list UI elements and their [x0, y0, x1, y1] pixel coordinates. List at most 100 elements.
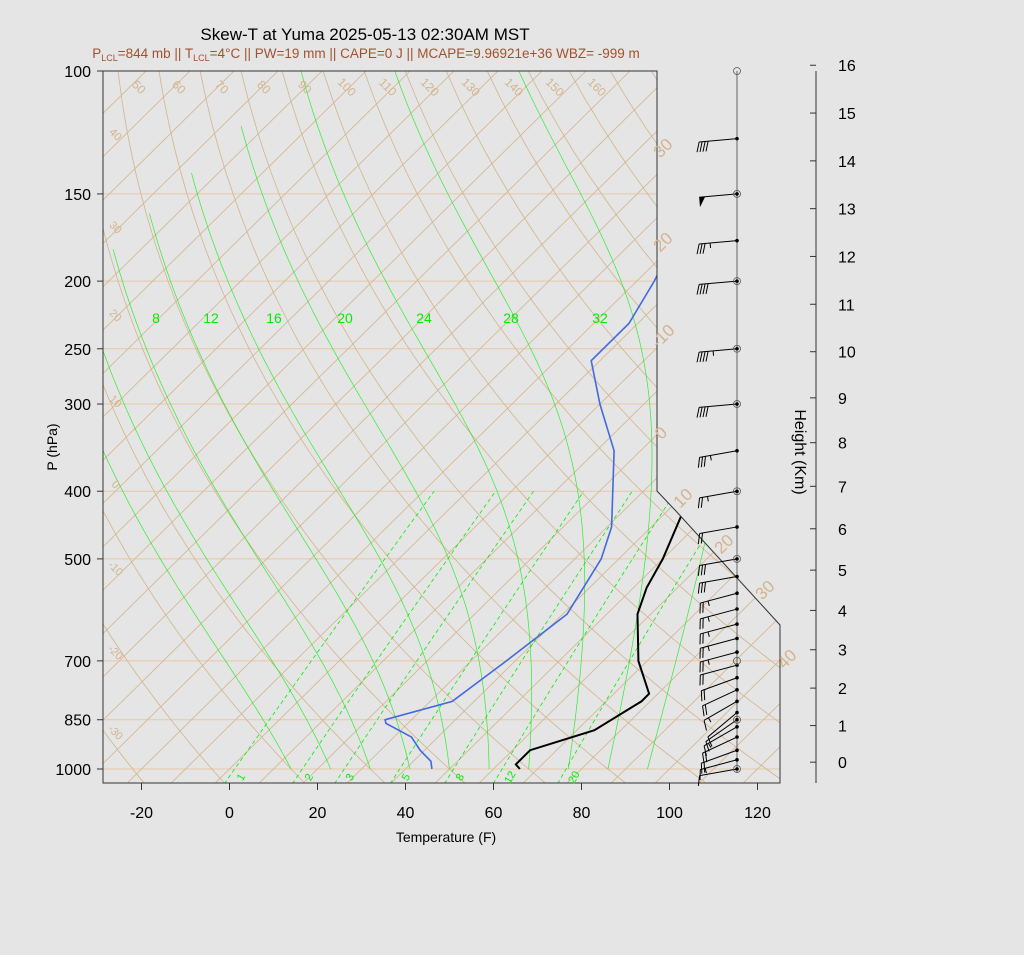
height-tick-label: 5 [838, 563, 847, 580]
wind-barb-feather [697, 407, 699, 417]
height-axis-label: Height (Km) [791, 409, 808, 494]
chart-subtitle: PLCL=844 mb || TLCL=4°C || PW=19 mm || C… [92, 46, 640, 63]
mixing-ratio-label: 32 [592, 310, 608, 326]
wind-barb-staff [700, 527, 737, 534]
wind-barb-feather [698, 498, 699, 508]
height-tick-label: 11 [838, 297, 855, 314]
wind-barb-feather [706, 284, 708, 294]
dry-adiabat [774, 71, 1024, 784]
wind-barb-feather [703, 407, 705, 417]
subtitle-rest: =4°C || PW=19 mm || CAPE=0 J || MCAPE=9.… [210, 46, 640, 61]
dry-adiabat [856, 71, 1024, 784]
wind-barb-feather [703, 284, 705, 294]
subtitle-p-value: =844 mb || T [118, 46, 193, 61]
mixing-ratio-label: 20 [337, 310, 353, 326]
wind-barb-feather [706, 141, 708, 151]
wind-barb-feather [703, 352, 705, 362]
wind-barb-feather [701, 763, 702, 773]
wind-barb-feather [700, 352, 702, 362]
plot-area [103, 71, 780, 783]
chart-title: Skew-T at Yuma 2025-05-13 02:30AM MST [200, 25, 529, 44]
y-tick-label: 100 [64, 64, 91, 81]
mixing-ratio-label: 24 [416, 310, 432, 326]
wind-barb-half-feather [707, 496, 708, 501]
x-tick-label: 40 [397, 805, 415, 822]
y-tick-label: 400 [64, 484, 91, 501]
y-tick-label: 500 [64, 552, 91, 569]
wind-barb-staff [700, 491, 737, 498]
height-tick-label: 0 [838, 755, 847, 772]
height-tick-label: 12 [838, 249, 856, 266]
mixing-ratio-label: 8 [152, 310, 160, 326]
wind-barb [697, 279, 739, 294]
wind-barb-feather [703, 243, 705, 253]
height-tick-label: 15 [838, 106, 856, 123]
isotherm [830, 71, 1024, 784]
y-tick-label: 200 [64, 274, 91, 291]
height-tick-label: 13 [838, 202, 856, 219]
wind-barb-feather [701, 497, 702, 507]
wind-barb [698, 449, 738, 468]
wind-barb-feather [698, 457, 699, 467]
wind-barb-pennant [699, 197, 705, 207]
height-tick-label: 14 [838, 154, 856, 171]
y-tick-label: 150 [64, 187, 91, 204]
height-tick-label: 16 [838, 58, 856, 75]
wind-barb-feather [700, 142, 702, 152]
wind-barb [697, 347, 739, 362]
wind-barb [697, 137, 739, 152]
wind-barb-feather [697, 244, 699, 254]
wind-barb [698, 489, 738, 508]
wind-barb-feather [700, 284, 702, 294]
wind-barb-feather [704, 690, 705, 700]
isotherm [874, 71, 1024, 784]
x-tick-label: -20 [130, 805, 153, 822]
y-tick-label: 700 [64, 654, 91, 671]
x-tick-label: 80 [573, 805, 591, 822]
y-axis-label: P (hPa) [44, 423, 60, 470]
height-tick-label: 1 [838, 719, 847, 736]
height-tick-label: 10 [838, 345, 856, 362]
wind-barb-feather [704, 456, 705, 466]
wind-barb-feather [700, 244, 702, 254]
x-axis-label: Temperature (F) [396, 829, 496, 845]
height-tick-label: 4 [838, 603, 847, 620]
wind-barb-feather [700, 407, 702, 417]
wind-barb-feather [697, 352, 699, 362]
y-tick-label: 850 [64, 713, 91, 730]
y-tick-label: 250 [64, 342, 91, 359]
subtitle-t-sub: LCL [193, 53, 210, 63]
y-tick-label: 1000 [55, 762, 91, 779]
height-tick-label: 6 [838, 522, 847, 539]
dry-adiabat [815, 71, 1024, 784]
wind-barb-feather [706, 407, 708, 417]
wind-barb [697, 239, 739, 254]
wind-barb-feather [703, 141, 705, 151]
height-tick-label: 2 [838, 681, 847, 698]
subtitle-p: P [92, 46, 101, 61]
isotherm [918, 71, 1024, 784]
wind-barb [699, 192, 739, 207]
height-tick-label: 3 [838, 643, 847, 660]
x-tick-label: 20 [309, 805, 327, 822]
isotherm [742, 71, 1024, 784]
height-tick-label: 7 [838, 479, 847, 496]
isotherm [962, 71, 1024, 784]
wind-barb-feather [701, 457, 702, 467]
y-tick-label: 300 [64, 397, 91, 414]
isotherm [0, 71, 14, 784]
wind-barb-feather [697, 284, 699, 294]
subtitle-p-sub: LCL [101, 53, 118, 63]
mixing-ratio-label: 28 [503, 310, 519, 326]
dry-adiabat [939, 71, 1024, 784]
x-tick-label: 0 [225, 805, 234, 822]
wind-barb [697, 402, 739, 417]
x-tick-label: 60 [485, 805, 503, 822]
height-tick-label: 9 [838, 391, 847, 408]
wind-barb-feather [701, 691, 702, 701]
x-tick-label: 120 [744, 805, 771, 822]
dry-adiabat [897, 71, 1024, 784]
wind-barb-half-feather [710, 455, 711, 460]
